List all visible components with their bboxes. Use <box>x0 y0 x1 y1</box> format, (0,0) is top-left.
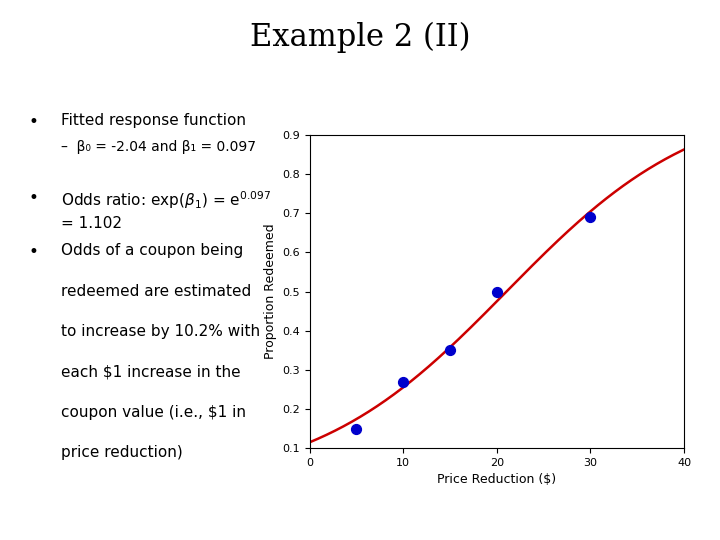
Point <box>585 213 596 221</box>
Text: redeemed are estimated: redeemed are estimated <box>61 284 251 299</box>
Text: to increase by 10.2% with: to increase by 10.2% with <box>61 324 261 339</box>
Text: coupon value (i.e., $1 in: coupon value (i.e., $1 in <box>61 405 246 420</box>
Text: –  β₀ = -2.04 and β₁ = 0.097: – β₀ = -2.04 and β₁ = 0.097 <box>61 140 256 154</box>
Text: Example 2 (II): Example 2 (II) <box>250 22 470 53</box>
Point <box>444 346 456 355</box>
X-axis label: Price Reduction ($): Price Reduction ($) <box>437 474 557 487</box>
Point <box>397 377 409 386</box>
Text: Odds of a coupon being: Odds of a coupon being <box>61 243 243 258</box>
Text: Fitted response function: Fitted response function <box>61 113 246 129</box>
Text: = 1.102: = 1.102 <box>61 216 122 231</box>
Text: Odds ratio: exp($\beta_1$) = e$^{0.097}$: Odds ratio: exp($\beta_1$) = e$^{0.097}$ <box>61 189 271 211</box>
Text: •: • <box>29 113 39 131</box>
Text: price reduction): price reduction) <box>61 446 183 461</box>
Text: •: • <box>29 243 39 261</box>
Y-axis label: Proportion Redeemed: Proportion Redeemed <box>264 224 276 360</box>
Point <box>351 424 362 433</box>
Text: each $1 increase in the: each $1 increase in the <box>61 364 240 380</box>
Point <box>491 287 503 296</box>
Text: •: • <box>29 189 39 207</box>
